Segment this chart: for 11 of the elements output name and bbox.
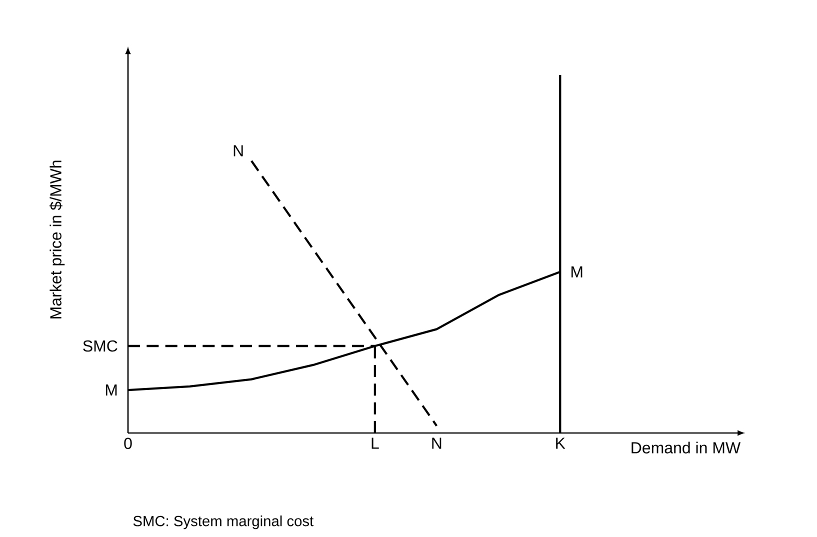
text: SMC: System marginal cost — [133, 516, 314, 530]
series-label: M — [106, 384, 117, 396]
series-label: N — [234, 145, 243, 156]
x-tick-label: 0 — [124, 438, 132, 450]
y-axis-title: Market price in $/MWh — [49, 160, 65, 318]
series-label: SMC — [83, 340, 118, 352]
annotation: M — [572, 266, 582, 278]
x-tick-label: K — [556, 438, 566, 449]
x-axis-title: Demand in MW — [632, 442, 741, 454]
x-tick-label: L — [372, 438, 379, 449]
x-tick-label: N — [432, 438, 442, 449]
